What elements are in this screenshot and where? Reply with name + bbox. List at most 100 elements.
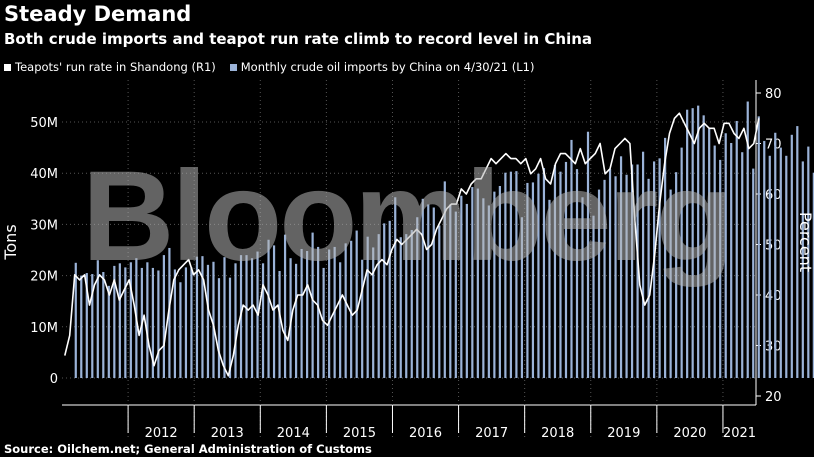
bar — [526, 182, 529, 378]
bar — [350, 240, 353, 378]
bar — [91, 274, 94, 378]
bar — [272, 245, 276, 378]
bar — [675, 172, 678, 378]
right-tick-label: 50 — [765, 239, 782, 254]
legend-label-run-rate: Teapots' run rate in Shandong (R1) — [15, 60, 216, 74]
x-tick-label: 2018 — [541, 426, 574, 441]
bar — [118, 263, 121, 378]
left-tick-label: 20M — [30, 270, 58, 285]
bar — [157, 270, 160, 378]
bar — [730, 142, 733, 378]
bar — [129, 262, 132, 378]
bar — [355, 230, 358, 378]
bar — [102, 272, 105, 378]
bar — [201, 256, 204, 378]
bar — [366, 236, 369, 378]
bar — [570, 139, 573, 378]
bar — [85, 273, 88, 378]
bar — [603, 179, 606, 378]
bar — [812, 172, 814, 378]
bar — [597, 189, 601, 378]
legend-item-crude-imports: Monthly crude oil imports by China on 4/… — [229, 60, 535, 74]
bar — [647, 178, 650, 378]
bar — [416, 217, 419, 378]
bar — [162, 255, 165, 378]
bar — [443, 181, 446, 378]
bar — [245, 255, 248, 378]
bar — [278, 270, 281, 378]
bar — [289, 258, 292, 378]
chart-subtitle: Both crude imports and teapot run rate c… — [4, 30, 593, 48]
bar — [498, 186, 501, 378]
bar — [619, 156, 623, 378]
x-tick-label: 2013 — [211, 426, 244, 441]
bar — [372, 247, 375, 378]
x-tick-label: 2017 — [475, 426, 508, 441]
bar — [173, 269, 177, 378]
bar — [520, 217, 524, 378]
bar — [796, 126, 799, 378]
left-tick-label: 10M — [30, 321, 58, 336]
bar — [719, 159, 722, 378]
bar — [427, 204, 430, 378]
bar — [410, 230, 413, 378]
bar — [586, 131, 590, 378]
bar — [735, 120, 738, 378]
bar — [228, 277, 232, 378]
legend-swatch-run-rate — [4, 63, 11, 71]
bar — [432, 207, 435, 378]
bar — [741, 152, 744, 378]
bar — [184, 267, 188, 378]
left-tick-label: 30M — [30, 218, 58, 233]
bar — [74, 262, 77, 378]
bar — [306, 251, 309, 378]
bar — [487, 205, 490, 378]
bar — [421, 198, 424, 378]
source-note: Source: Oilchem.net; General Administrat… — [4, 442, 372, 456]
bar — [504, 172, 507, 378]
bar — [294, 263, 298, 378]
bar — [768, 155, 771, 378]
right-tick-label: 40 — [765, 289, 782, 304]
bar — [190, 267, 193, 378]
series-line-run-rate — [64, 112, 760, 377]
chart-title: Steady Demand — [4, 2, 192, 26]
bar — [559, 171, 562, 378]
bar — [146, 262, 149, 378]
bar — [283, 234, 287, 378]
bar — [697, 105, 700, 378]
legend-label-crude-imports: Monthly crude oil imports by China on 4/… — [240, 60, 535, 74]
bar — [686, 109, 689, 378]
bar — [653, 161, 656, 378]
bar — [234, 263, 237, 378]
bar — [691, 108, 694, 379]
bar — [614, 176, 617, 378]
bar — [113, 265, 116, 378]
bar — [438, 225, 441, 378]
bar — [493, 191, 496, 378]
bar — [96, 260, 99, 378]
bar — [339, 262, 342, 378]
bar — [311, 232, 314, 378]
bar — [658, 158, 661, 378]
bar — [774, 132, 777, 378]
bar — [261, 263, 265, 378]
x-tick-label: 2015 — [343, 426, 376, 441]
bar — [724, 133, 727, 378]
bar — [454, 211, 457, 378]
bar — [790, 134, 793, 378]
right-tick-label: 30 — [765, 340, 782, 355]
bar — [702, 115, 705, 379]
bar — [383, 223, 386, 378]
bar — [752, 168, 755, 378]
bar — [515, 171, 518, 378]
bar — [80, 275, 83, 378]
bar — [746, 101, 749, 379]
bar — [465, 203, 468, 378]
bar — [669, 189, 672, 378]
bar — [531, 182, 535, 378]
bar — [553, 165, 557, 378]
right-tick-label: 80 — [765, 87, 782, 102]
bar — [641, 151, 645, 378]
